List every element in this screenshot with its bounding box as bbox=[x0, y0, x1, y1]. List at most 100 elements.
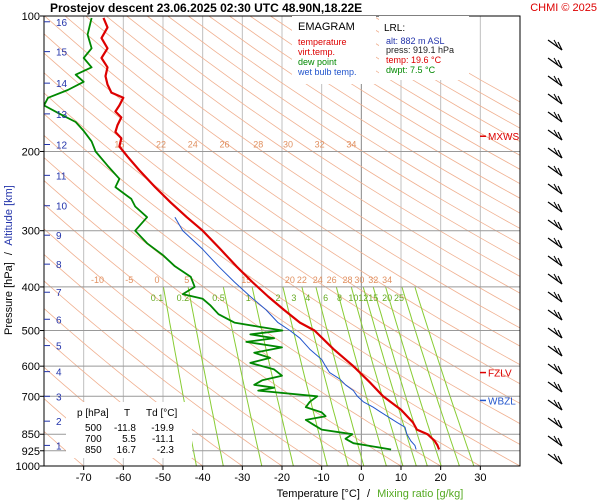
table-cell-td-500: -19.9 bbox=[151, 423, 174, 434]
mixing-ratio-label: 20 bbox=[382, 293, 392, 303]
dry-adiabat-label: 15 bbox=[241, 275, 251, 285]
altitude-tick-label: 12 bbox=[56, 141, 68, 152]
dry-adiabat-label: 26 bbox=[219, 139, 229, 149]
wind-barb-shaft bbox=[547, 381, 563, 393]
dry-adiabat-label: 5 bbox=[184, 275, 189, 285]
x-axis-label-mixing: Mixing ratio [g/kg] bbox=[377, 488, 463, 500]
x-tick-label: -30 bbox=[234, 472, 250, 484]
altitude-tick-label: 10 bbox=[56, 202, 68, 213]
wind-barb-flag bbox=[557, 131, 563, 141]
table-cell-p-700: 700 bbox=[85, 434, 102, 445]
dry-adiabat-line bbox=[126, 16, 520, 277]
mixing-ratio-label: 3 bbox=[291, 293, 296, 303]
wind-barb-flag bbox=[557, 293, 563, 303]
wind-barb-flag bbox=[557, 455, 563, 465]
wind-barb-flag bbox=[553, 453, 559, 462]
wind-barb-flag bbox=[557, 167, 563, 177]
legend-item-wet-bulb: wet bulb temp. bbox=[297, 67, 357, 77]
mixing-ratio-label: 10 bbox=[348, 293, 358, 303]
pressure-tick-label: 700 bbox=[22, 391, 40, 403]
dry-adiabat-label: 26 bbox=[327, 275, 337, 285]
wind-barb-flag bbox=[553, 201, 559, 210]
wind-barb-flag bbox=[553, 237, 559, 246]
mixing-ratio-label: 4 bbox=[305, 293, 310, 303]
wind-barb-flag bbox=[557, 59, 563, 69]
table-cell-td-850: -2.3 bbox=[157, 445, 175, 456]
lrl-title: LRL: bbox=[384, 23, 405, 34]
altitude-tick-label: 1 bbox=[56, 441, 62, 452]
altitude-tick-label: 16 bbox=[56, 18, 68, 29]
y-axis-separator: / bbox=[3, 251, 15, 255]
wind-barb-flag bbox=[553, 255, 559, 264]
table-cell-t-850: 16.7 bbox=[117, 445, 137, 456]
mixing-ratio-label: 6 bbox=[323, 293, 328, 303]
wind-barb-flag bbox=[557, 113, 563, 123]
dry-adiabat-line bbox=[208, 16, 520, 214]
wind-barb-flag bbox=[553, 219, 559, 228]
legend-item-dew-point: dew point bbox=[298, 57, 337, 67]
dry-adiabat-label: 30 bbox=[354, 275, 364, 285]
x-tick-label: -60 bbox=[115, 472, 131, 484]
mixing-ratio-label: 2 bbox=[276, 293, 281, 303]
table-cell-t-700: 5.5 bbox=[122, 434, 136, 445]
wind-barb-flag bbox=[557, 77, 563, 87]
wind-barb-flag bbox=[553, 129, 559, 138]
altitude-tick-label: 4 bbox=[56, 368, 62, 379]
pressure-tick-label: 925 bbox=[22, 446, 40, 458]
altitude-tick-label: 7 bbox=[56, 288, 62, 299]
wind-barb-shaft bbox=[547, 165, 563, 177]
mixing-ratio-label: 1 bbox=[246, 293, 251, 303]
wind-barb-flag bbox=[553, 57, 559, 66]
wind-barb-flag bbox=[553, 147, 559, 156]
x-axis-label: Temperature [°C] bbox=[277, 488, 360, 500]
dry-adiabat-label: 24 bbox=[313, 275, 323, 285]
dry-adiabat-label: 32 bbox=[315, 139, 325, 149]
wind-barb-flag bbox=[557, 95, 563, 105]
wind-barb-flag bbox=[557, 401, 563, 411]
wind-barb-flag bbox=[553, 39, 559, 48]
pressure-tick-label: 1000 bbox=[16, 461, 40, 473]
wind-barb-flag bbox=[557, 329, 563, 339]
x-tick-label: -20 bbox=[274, 472, 290, 484]
wind-barb-flag bbox=[557, 149, 563, 159]
table-cell-t-500: -11.8 bbox=[114, 423, 136, 434]
wind-barb-shaft bbox=[547, 201, 563, 213]
dry-adiabat-label: 0 bbox=[155, 275, 160, 285]
wind-barb-shaft bbox=[547, 219, 563, 231]
wind-barb-flag bbox=[557, 221, 563, 231]
pressure-tick-label: 100 bbox=[22, 11, 40, 23]
altitude-tick-label: 5 bbox=[56, 342, 62, 353]
dry-adiabat-line bbox=[167, 16, 520, 245]
altitude-tick-label: 8 bbox=[56, 260, 62, 271]
table-header-t: T bbox=[124, 408, 130, 419]
dry-adiabat-label: 28 bbox=[253, 139, 263, 149]
y-axis-label: Pressure [hPa] bbox=[3, 262, 15, 335]
dry-adiabat-line bbox=[64, 16, 520, 329]
x-tick-label: -70 bbox=[76, 472, 92, 484]
table-cell-td-700: -11.1 bbox=[152, 434, 174, 445]
wind-barb-shaft bbox=[547, 453, 563, 465]
mixing-ratio-label: 0.1 bbox=[151, 293, 164, 303]
legend-box: EMAGRAM temperature virt.temp. dew point… bbox=[292, 16, 376, 84]
wet-bulb-line bbox=[174, 216, 417, 450]
lrl-altitude: alt: 882 m ASL bbox=[386, 36, 445, 46]
wind-barb-shaft bbox=[547, 93, 563, 105]
wind-barb-flag bbox=[553, 363, 559, 372]
dry-adiabat-label: 34 bbox=[346, 139, 356, 149]
wind-barb-flag bbox=[553, 75, 559, 84]
dry-adiabat-label: -10 bbox=[91, 275, 104, 285]
wind-barb-flag bbox=[553, 111, 559, 120]
lrl-box: LRL: alt: 882 m ASL press: 919.1 hPa tem… bbox=[379, 16, 469, 80]
dry-adiabat-line bbox=[44, 52, 520, 385]
pressure-tick-label: 500 bbox=[22, 326, 40, 338]
mixing-ratio-label: 0.2 bbox=[177, 293, 190, 303]
x-tick-label: 0 bbox=[358, 472, 364, 484]
altitude-tick-label: 13 bbox=[56, 110, 68, 121]
x-tick-label: -50 bbox=[155, 472, 171, 484]
wind-barb-shaft bbox=[547, 183, 563, 195]
lrl-pressure: press: 919.1 hPa bbox=[386, 45, 454, 55]
x-tick-label: 30 bbox=[474, 472, 486, 484]
table-cell-p-500: 500 bbox=[85, 423, 102, 434]
wind-barb-flag bbox=[557, 365, 563, 375]
dry-adiabat-line bbox=[44, 72, 520, 404]
